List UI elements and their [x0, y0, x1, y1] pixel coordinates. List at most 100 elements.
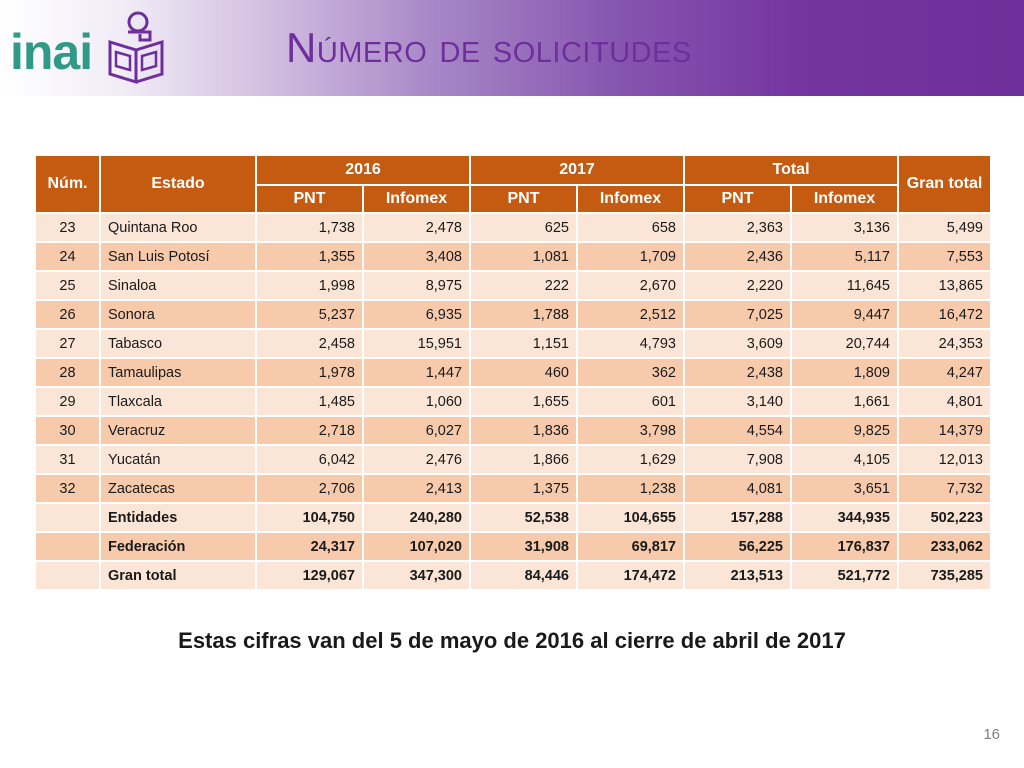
grand-total-cell: 735,285: [897, 560, 992, 591]
row-state: Federación: [99, 531, 257, 562]
table-row: 29 Tlaxcala 1,485 1,060 1,655 601 3,140 …: [34, 386, 992, 417]
infomex-2016-cell: 240,280: [362, 502, 471, 533]
header-pnt-total: PNT: [683, 184, 792, 214]
pnt-2016-cell: 2,706: [255, 473, 364, 504]
logo-text: inai: [10, 24, 93, 80]
row-num-empty: [34, 502, 101, 533]
pnt-2016-cell: 2,458: [255, 328, 364, 359]
pnt-2017-cell: 1,655: [469, 386, 578, 417]
page-number: 16: [983, 726, 1000, 743]
pnt-2017-cell: 625: [469, 212, 578, 243]
infomex-2016-cell: 15,951: [362, 328, 471, 359]
inai-logo: inai: [10, 10, 170, 86]
pnt-2017-cell: 84,446: [469, 560, 578, 591]
pnt-2016-cell: 1,738: [255, 212, 364, 243]
pnt-2017-cell: 1,788: [469, 299, 578, 330]
table-row: 30 Veracruz 2,718 6,027 1,836 3,798 4,55…: [34, 415, 992, 446]
pnt-2017-cell: 1,866: [469, 444, 578, 475]
pnt-2016-cell: 1,998: [255, 270, 364, 301]
infomex-2017-cell: 1,238: [576, 473, 685, 504]
infomex-total-cell: 521,772: [790, 560, 899, 591]
pnt-total-cell: 2,220: [683, 270, 792, 301]
grand-total-cell: 12,013: [897, 444, 992, 475]
table-row: 23 Quintana Roo 1,738 2,478 625 658 2,36…: [34, 212, 992, 243]
row-state: Tamaulipas: [99, 357, 257, 388]
infomex-2016-cell: 2,478: [362, 212, 471, 243]
row-state: Gran total: [99, 560, 257, 591]
grand-total-cell: 24,353: [897, 328, 992, 359]
pnt-2016-cell: 6,042: [255, 444, 364, 475]
table-row: 27 Tabasco 2,458 15,951 1,151 4,793 3,60…: [34, 328, 992, 359]
infomex-total-cell: 20,744: [790, 328, 899, 359]
row-state: Sonora: [99, 299, 257, 330]
pnt-2016-cell: 104,750: [255, 502, 364, 533]
pnt-2017-cell: 460: [469, 357, 578, 388]
infomex-2017-cell: 2,512: [576, 299, 685, 330]
row-num: 25: [34, 270, 101, 301]
row-state: Entidades: [99, 502, 257, 533]
grand-total-cell: 14,379: [897, 415, 992, 446]
infomex-total-cell: 176,837: [790, 531, 899, 562]
infomex-2016-cell: 6,027: [362, 415, 471, 446]
infomex-total-cell: 5,117: [790, 241, 899, 272]
table-row: 32 Zacatecas 2,706 2,413 1,375 1,238 4,0…: [34, 473, 992, 504]
pnt-total-cell: 7,025: [683, 299, 792, 330]
header-grand-total: Gran total: [897, 154, 992, 214]
pnt-2016-cell: 1,485: [255, 386, 364, 417]
pnt-total-cell: 3,609: [683, 328, 792, 359]
pnt-total-cell: 2,363: [683, 212, 792, 243]
pnt-2016-cell: 5,237: [255, 299, 364, 330]
pnt-2017-cell: 1,081: [469, 241, 578, 272]
grand-total-cell: 233,062: [897, 531, 992, 562]
row-state: Tabasco: [99, 328, 257, 359]
totals-row-gran-total: Gran total 129,067 347,300 84,446 174,47…: [34, 560, 992, 591]
row-num: 30: [34, 415, 101, 446]
header-pnt-2017: PNT: [469, 184, 578, 214]
infomex-total-cell: 344,935: [790, 502, 899, 533]
pnt-total-cell: 2,438: [683, 357, 792, 388]
infomex-total-cell: 9,825: [790, 415, 899, 446]
row-num-empty: [34, 560, 101, 591]
infomex-2016-cell: 1,447: [362, 357, 471, 388]
infomex-2016-cell: 347,300: [362, 560, 471, 591]
header-year-2017: 2017: [469, 154, 685, 186]
pnt-2016-cell: 1,355: [255, 241, 364, 272]
row-state: Tlaxcala: [99, 386, 257, 417]
pnt-2017-cell: 1,151: [469, 328, 578, 359]
infomex-total-cell: 3,136: [790, 212, 899, 243]
infomex-total-cell: 9,447: [790, 299, 899, 330]
table-row: 24 San Luis Potosí 1,355 3,408 1,081 1,7…: [34, 241, 992, 272]
row-num-empty: [34, 531, 101, 562]
header-infomex-2016: Infomex: [362, 184, 471, 214]
grand-total-cell: 5,499: [897, 212, 992, 243]
header-year-2016: 2016: [255, 154, 471, 186]
header-num: Núm.: [34, 154, 101, 214]
row-state: Sinaloa: [99, 270, 257, 301]
pnt-2016-cell: 1,978: [255, 357, 364, 388]
header-pnt-2016: PNT: [255, 184, 364, 214]
header-infomex-total: Infomex: [790, 184, 899, 214]
table-row: 28 Tamaulipas 1,978 1,447 460 362 2,438 …: [34, 357, 992, 388]
pnt-total-cell: 2,436: [683, 241, 792, 272]
grand-total-cell: 7,553: [897, 241, 992, 272]
infomex-2017-cell: 174,472: [576, 560, 685, 591]
infomex-2016-cell: 3,408: [362, 241, 471, 272]
header-state: Estado: [99, 154, 257, 214]
pnt-total-cell: 157,288: [683, 502, 792, 533]
infomex-total-cell: 11,645: [790, 270, 899, 301]
row-num: 27: [34, 328, 101, 359]
row-state: Quintana Roo: [99, 212, 257, 243]
table-row: 25 Sinaloa 1,998 8,975 222 2,670 2,220 1…: [34, 270, 992, 301]
infomex-2016-cell: 6,935: [362, 299, 471, 330]
infomex-2016-cell: 1,060: [362, 386, 471, 417]
infomex-total-cell: 1,809: [790, 357, 899, 388]
pnt-2017-cell: 1,375: [469, 473, 578, 504]
infomex-2016-cell: 8,975: [362, 270, 471, 301]
grand-total-cell: 4,801: [897, 386, 992, 417]
infomex-2017-cell: 362: [576, 357, 685, 388]
infomex-total-cell: 1,661: [790, 386, 899, 417]
row-num: 23: [34, 212, 101, 243]
pnt-2016-cell: 2,718: [255, 415, 364, 446]
pnt-total-cell: 56,225: [683, 531, 792, 562]
row-num: 24: [34, 241, 101, 272]
